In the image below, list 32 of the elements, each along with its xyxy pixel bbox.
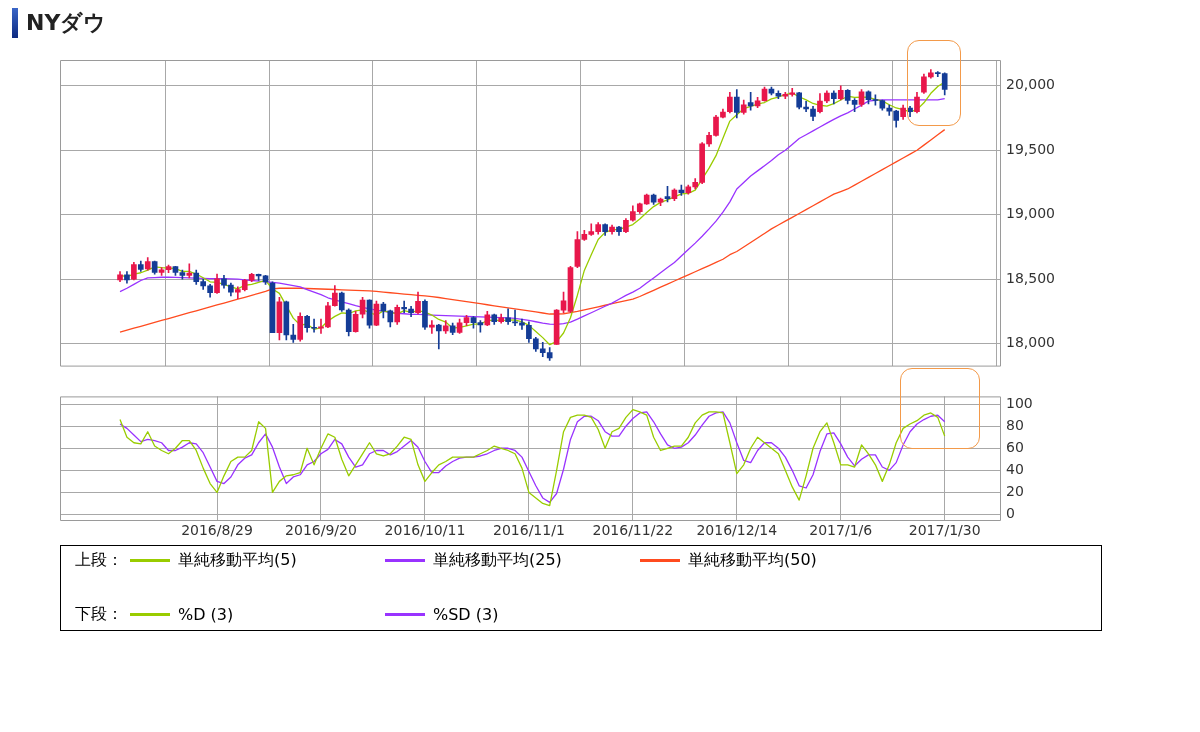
x-tick-label: 2016/11/22 (592, 522, 674, 539)
legend-label: %D (3) (178, 605, 234, 624)
x-tick-label: 2017/1/30 (908, 522, 981, 539)
candlestick (318, 318, 324, 334)
y-tick-label: 20 (1006, 483, 1024, 500)
x-tick-label: 2016/11/1 (492, 522, 565, 539)
legend-label: %SD (3) (433, 605, 499, 624)
legend-label: 単純移動平均(5) (178, 550, 297, 571)
y-tick-label: 80 (1006, 416, 1024, 433)
y-tick-label: 60 (1006, 438, 1024, 455)
x-tick-label: 2016/12/14 (696, 522, 778, 539)
legend-label: 単純移動平均(25) (433, 550, 562, 571)
y-tick-label: 19,000 (1006, 205, 1055, 222)
y-tick-label: 19,500 (1006, 140, 1055, 157)
y-tick-label: 18,000 (1006, 334, 1055, 351)
y-tick-label: 20,000 (1006, 76, 1055, 93)
legend-label: 単純移動平均(50) (688, 550, 817, 571)
y-tick-label: 18,500 (1006, 269, 1055, 286)
y-tick-label: 100 (1006, 394, 1033, 411)
legend-title: 上段： (75, 550, 124, 571)
x-tick-label: 2017/1/6 (809, 522, 873, 539)
x-tick-label: 2016/10/11 (384, 522, 466, 539)
x-tick-label: 2016/9/20 (285, 522, 357, 539)
candlestick (401, 300, 407, 314)
candlestick (290, 324, 297, 343)
legend-title: 下段： (75, 604, 124, 625)
chart-title: NYダウ (26, 9, 107, 37)
candlestick (186, 263, 193, 279)
x-tick-label: 2016/8/29 (181, 522, 253, 539)
candlestick (435, 324, 442, 350)
y-tick-label: 0 (1006, 505, 1015, 522)
y-tick-label: 40 (1006, 460, 1024, 477)
